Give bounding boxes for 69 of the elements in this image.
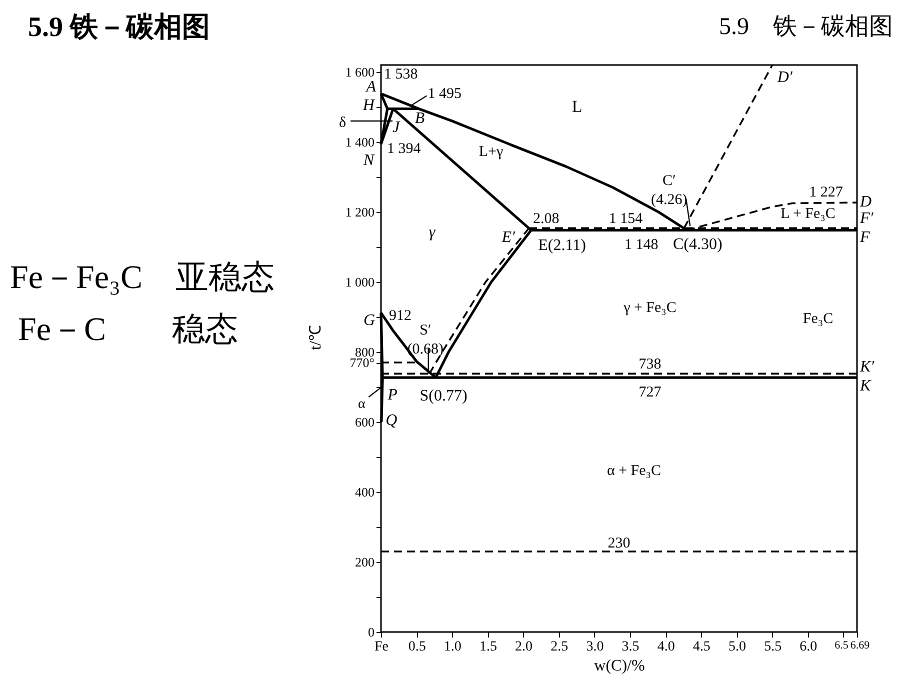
annotation: S(0.77) bbox=[420, 388, 468, 405]
annotation: N bbox=[362, 152, 376, 170]
y-tick-label: 200 bbox=[355, 554, 374, 570]
annotation: 1 154 bbox=[608, 211, 644, 228]
annotation: J bbox=[392, 118, 401, 136]
x-tick-label: 4.5 bbox=[692, 640, 710, 654]
annotation: G bbox=[363, 312, 376, 329]
y-tick-label: 1 400 bbox=[345, 134, 374, 150]
annotation: L + Fe₃C bbox=[780, 206, 836, 222]
x-tick-label: 2.0 bbox=[515, 640, 533, 654]
annotation: D bbox=[859, 194, 872, 211]
annotation: 1 148 bbox=[624, 237, 658, 254]
annotation: 1 538 bbox=[384, 66, 418, 83]
y-tick-label: 0 bbox=[368, 624, 374, 640]
annotation: Fe₃C bbox=[802, 311, 834, 327]
x-tick-label: 1.5 bbox=[479, 640, 497, 654]
annotation: L+γ bbox=[478, 144, 504, 160]
annotation: A bbox=[365, 78, 376, 96]
text: 5.9 铁－碳相图 bbox=[719, 14, 893, 40]
annotation: P bbox=[386, 386, 398, 404]
annotation: K′ bbox=[859, 358, 875, 376]
text: Fe－C 稳态 bbox=[18, 312, 238, 348]
annotation: 727 bbox=[638, 384, 662, 401]
x-tick-label: 5.5 bbox=[764, 640, 782, 654]
x-tick-label: 3.0 bbox=[586, 640, 604, 654]
y-tick-label: 400 bbox=[355, 484, 374, 500]
text: 5.9 铁－碳相图 bbox=[28, 12, 210, 43]
annotation: C′ (4.26) bbox=[650, 173, 688, 208]
annotation: D′ bbox=[776, 69, 793, 86]
annotation: E′ bbox=[500, 229, 516, 246]
x-tick-label: 4.0 bbox=[657, 640, 675, 654]
x-tick-label: 6.5 bbox=[834, 640, 849, 652]
annotation: C(4.30) bbox=[672, 236, 722, 254]
annotation: E(2.11) bbox=[538, 237, 586, 254]
x-tick-label: 2.5 bbox=[550, 640, 568, 654]
annotation: Q bbox=[386, 412, 398, 429]
annotation: α bbox=[358, 397, 366, 412]
y-tick-label: 1 600 bbox=[345, 64, 374, 80]
annotation: F′ bbox=[859, 210, 874, 228]
annotation: 738 bbox=[638, 356, 662, 373]
annotation: H bbox=[362, 96, 376, 114]
annotation: 1 394 bbox=[387, 141, 422, 158]
text: Fe－Fe₃C 亚稳态 bbox=[10, 260, 275, 296]
x-tick-label: 5.0 bbox=[728, 640, 746, 654]
annotation: γ + Fe₃C bbox=[622, 300, 676, 316]
x-tick-label: 1.0 bbox=[444, 640, 462, 654]
annotation: γ bbox=[428, 224, 436, 241]
x-tick-label: 0.5 bbox=[408, 640, 426, 654]
y-tick-label: 1 000 bbox=[345, 274, 374, 290]
annotation: L bbox=[572, 97, 582, 116]
x-tick-label: 6.0 bbox=[800, 640, 818, 654]
annotation: 912 bbox=[389, 308, 412, 324]
y-tick-label: 1 200 bbox=[345, 204, 374, 220]
x-tick-label: Fe bbox=[374, 640, 388, 654]
annotation: F bbox=[859, 229, 870, 246]
annotation: K bbox=[859, 378, 872, 395]
annotation: α + Fe₃C bbox=[606, 463, 662, 479]
y-tick-label: 600 bbox=[355, 414, 374, 430]
annotation: 1 227 bbox=[809, 184, 844, 201]
annotation: 2.08 bbox=[532, 211, 560, 228]
ref-line-label: 230 bbox=[608, 536, 630, 552]
x-tick-label: 6.69 bbox=[850, 640, 870, 652]
x-tick-label: 3.5 bbox=[622, 640, 640, 654]
annotation: 1 495 bbox=[428, 86, 462, 102]
y-axis-title: t/℃ bbox=[308, 325, 324, 350]
y-tick-label: 800 bbox=[355, 344, 374, 360]
annotation: δ bbox=[339, 115, 346, 131]
x-axis-title: w(C)/% bbox=[594, 658, 645, 674]
annotation: B bbox=[414, 110, 425, 127]
